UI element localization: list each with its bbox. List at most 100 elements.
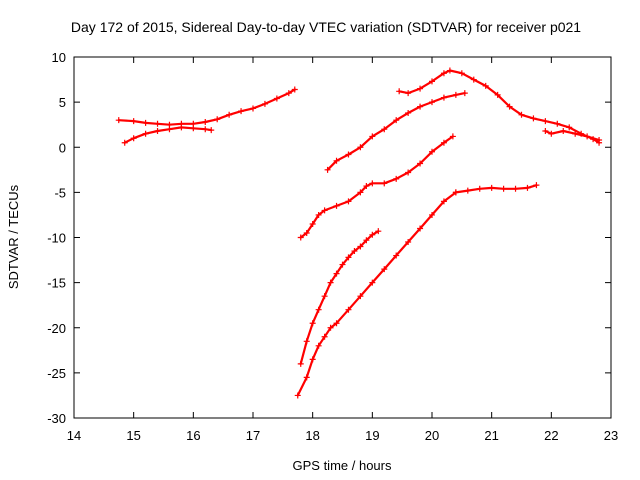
data-point: [297, 360, 304, 367]
data-point: [554, 120, 561, 127]
data-point: [327, 324, 334, 331]
data-point: [542, 118, 549, 125]
y-tick-label: 10: [52, 50, 66, 65]
data-point: [381, 126, 388, 133]
data-point: [357, 293, 364, 300]
y-tick-label: -20: [47, 321, 66, 336]
data-point: [440, 139, 447, 146]
x-axis-title: GPS time / hours: [293, 458, 392, 473]
data-point: [315, 342, 322, 349]
data-point: [461, 90, 468, 97]
data-point: [417, 225, 424, 232]
data-point: [405, 239, 412, 246]
data-point: [321, 333, 328, 340]
y-tick-label: -15: [47, 276, 66, 291]
data-point: [333, 320, 340, 327]
series-arc-3: [294, 189, 459, 399]
x-tick-label: 16: [186, 428, 200, 443]
y-tick-label: 5: [59, 95, 66, 110]
data-point: [452, 91, 459, 98]
data-point: [417, 85, 424, 92]
data-point: [261, 100, 268, 107]
data-point: [324, 166, 331, 173]
series-arc-4: [452, 182, 540, 196]
data-point: [440, 70, 447, 77]
data-point: [351, 248, 358, 255]
axis-ticks: 14 15 16 17 18 19 20 21 22 23 10 5 0 -5 -10 -15 -20 -25 -3…: [47, 50, 618, 443]
data-point: [238, 108, 245, 115]
x-tick-label: 23: [604, 428, 618, 443]
data-point: [357, 189, 364, 196]
data-point: [512, 185, 519, 192]
data-point: [584, 133, 591, 140]
data-point: [381, 180, 388, 187]
data-point: [190, 125, 197, 132]
y-tick-label: -10: [47, 231, 66, 246]
chart-title: Day 172 of 2015, Sidereal Day-to-day VTE…: [71, 19, 581, 35]
series-arc-5: [297, 228, 382, 367]
data-point: [130, 118, 137, 125]
data-point: [446, 67, 453, 74]
data-point: [369, 180, 376, 187]
data-point: [294, 392, 301, 399]
data-point: [596, 137, 603, 144]
data-point: [202, 118, 209, 125]
data-point: [429, 99, 435, 106]
data-point: [309, 320, 316, 327]
data-point: [303, 374, 310, 381]
data-point: [226, 111, 233, 118]
x-tick-label: 18: [305, 428, 319, 443]
data-point: [393, 252, 400, 259]
data-point: [303, 229, 310, 236]
data-point: [405, 169, 412, 176]
series-arc-6: [297, 133, 456, 241]
data-point: [345, 254, 352, 261]
data-point: [566, 124, 573, 131]
data-point: [345, 306, 352, 313]
data-point: [208, 127, 215, 134]
data-point: [369, 133, 376, 140]
data-point: [429, 148, 435, 155]
data-point: [488, 184, 495, 191]
data-point: [357, 144, 364, 151]
data-point: [178, 124, 185, 131]
data-point: [452, 189, 459, 196]
data-point: [393, 117, 400, 124]
data-point: [548, 130, 555, 137]
series-arc-7: [324, 90, 468, 173]
data-point: [530, 115, 537, 122]
data-point: [333, 202, 340, 209]
data-point: [202, 126, 209, 133]
series-arc-1: [115, 86, 298, 128]
data-point: [309, 220, 316, 227]
x-tick-label: 15: [126, 428, 140, 443]
data-point: [345, 198, 352, 205]
data-point: [542, 128, 549, 135]
data-point: [303, 338, 310, 345]
data-point: [494, 91, 501, 98]
data-point: [363, 183, 370, 190]
data-point: [333, 157, 340, 164]
data-point: [572, 130, 579, 137]
data-point: [154, 128, 161, 135]
series-line-arc-5: [299, 230, 380, 365]
data-point: [476, 185, 483, 192]
data-point: [524, 184, 531, 191]
data-point: [321, 207, 328, 214]
x-tick-label: 21: [484, 428, 498, 443]
data-point: [369, 231, 376, 238]
series-line-arc-1: [117, 88, 296, 126]
data-point: [375, 228, 382, 235]
data-point: [458, 70, 465, 77]
y-tick-label: -5: [54, 185, 66, 200]
data-point: [518, 111, 525, 118]
data-point: [381, 266, 388, 273]
series-arc-2: [121, 124, 215, 146]
data-point: [363, 237, 370, 244]
data-point: [417, 160, 424, 167]
y-tick-label: 0: [59, 140, 66, 155]
x-tick-label: 22: [544, 428, 558, 443]
data-point: [142, 119, 149, 126]
